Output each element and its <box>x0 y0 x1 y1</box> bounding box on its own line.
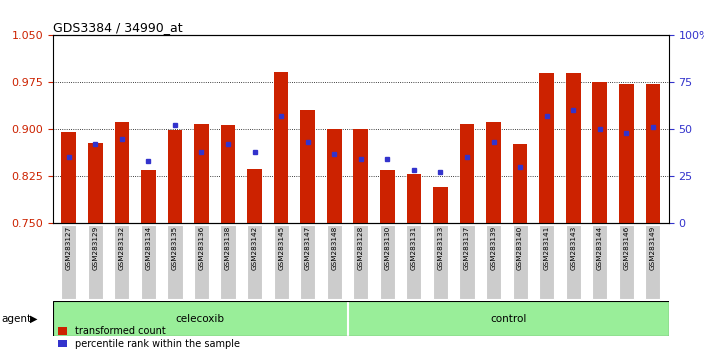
Bar <box>592 224 608 299</box>
Bar <box>619 224 634 299</box>
Bar <box>486 224 501 299</box>
Text: GSM283146: GSM283146 <box>623 226 629 270</box>
Text: GSM283147: GSM283147 <box>305 226 310 270</box>
Bar <box>460 224 474 299</box>
Bar <box>247 169 262 223</box>
Text: GSM283134: GSM283134 <box>146 226 151 270</box>
Bar <box>88 224 103 299</box>
Bar <box>486 122 501 223</box>
Bar <box>115 122 129 223</box>
Legend: transformed count, percentile rank within the sample: transformed count, percentile rank withi… <box>58 326 240 349</box>
Bar <box>353 129 368 223</box>
Text: GSM283140: GSM283140 <box>517 226 523 270</box>
Text: GSM283135: GSM283135 <box>172 226 178 270</box>
Text: GSM283143: GSM283143 <box>570 226 576 270</box>
Bar <box>274 72 289 223</box>
Text: ▶: ▶ <box>30 314 38 324</box>
Bar <box>433 224 448 299</box>
Bar <box>353 224 368 299</box>
Text: GSM283145: GSM283145 <box>278 226 284 270</box>
Bar <box>513 224 528 299</box>
Text: agent: agent <box>1 314 32 324</box>
Bar <box>619 84 634 223</box>
Bar <box>221 125 235 223</box>
Bar <box>407 174 421 223</box>
Text: GDS3384 / 34990_at: GDS3384 / 34990_at <box>53 21 182 34</box>
Text: GSM283130: GSM283130 <box>384 226 390 270</box>
Bar <box>348 301 669 336</box>
Bar <box>379 224 395 299</box>
Bar <box>88 143 103 223</box>
Bar <box>220 224 236 299</box>
Bar <box>380 170 395 223</box>
Text: GSM283141: GSM283141 <box>543 226 550 270</box>
Bar <box>247 224 262 299</box>
Text: control: control <box>490 314 527 324</box>
Bar <box>141 224 156 299</box>
Text: GSM283133: GSM283133 <box>437 226 444 270</box>
Bar <box>114 224 130 299</box>
Bar <box>194 124 209 223</box>
Text: GSM283132: GSM283132 <box>119 226 125 270</box>
Text: GSM283149: GSM283149 <box>650 226 656 270</box>
Bar <box>539 73 554 223</box>
Bar <box>646 84 660 223</box>
Text: GSM283142: GSM283142 <box>251 226 258 270</box>
Bar <box>593 82 607 223</box>
Text: GSM283129: GSM283129 <box>92 226 99 270</box>
Bar <box>406 224 422 299</box>
Bar <box>327 224 342 299</box>
Bar <box>460 124 474 223</box>
Bar <box>274 224 289 299</box>
Text: GSM283139: GSM283139 <box>491 226 496 270</box>
Text: GSM283128: GSM283128 <box>358 226 364 270</box>
Text: GSM283136: GSM283136 <box>199 226 204 270</box>
Text: GSM283148: GSM283148 <box>332 226 337 270</box>
Text: GSM283127: GSM283127 <box>65 226 72 270</box>
Bar <box>433 187 448 223</box>
Bar <box>141 170 156 223</box>
Bar <box>61 224 76 299</box>
Text: GSM283144: GSM283144 <box>597 226 603 270</box>
Bar <box>168 131 182 223</box>
Text: GSM283137: GSM283137 <box>464 226 470 270</box>
Bar <box>566 73 581 223</box>
Bar <box>513 144 527 223</box>
Text: GSM283138: GSM283138 <box>225 226 231 270</box>
Bar <box>565 224 581 299</box>
Bar <box>327 129 341 223</box>
Bar <box>300 224 315 299</box>
Bar <box>168 224 182 299</box>
Bar <box>539 224 554 299</box>
Text: celecoxib: celecoxib <box>176 314 225 324</box>
Bar <box>301 110 315 223</box>
Bar <box>194 224 209 299</box>
Text: GSM283131: GSM283131 <box>411 226 417 270</box>
Bar <box>53 301 348 336</box>
Bar <box>646 224 660 299</box>
Bar <box>61 132 76 223</box>
